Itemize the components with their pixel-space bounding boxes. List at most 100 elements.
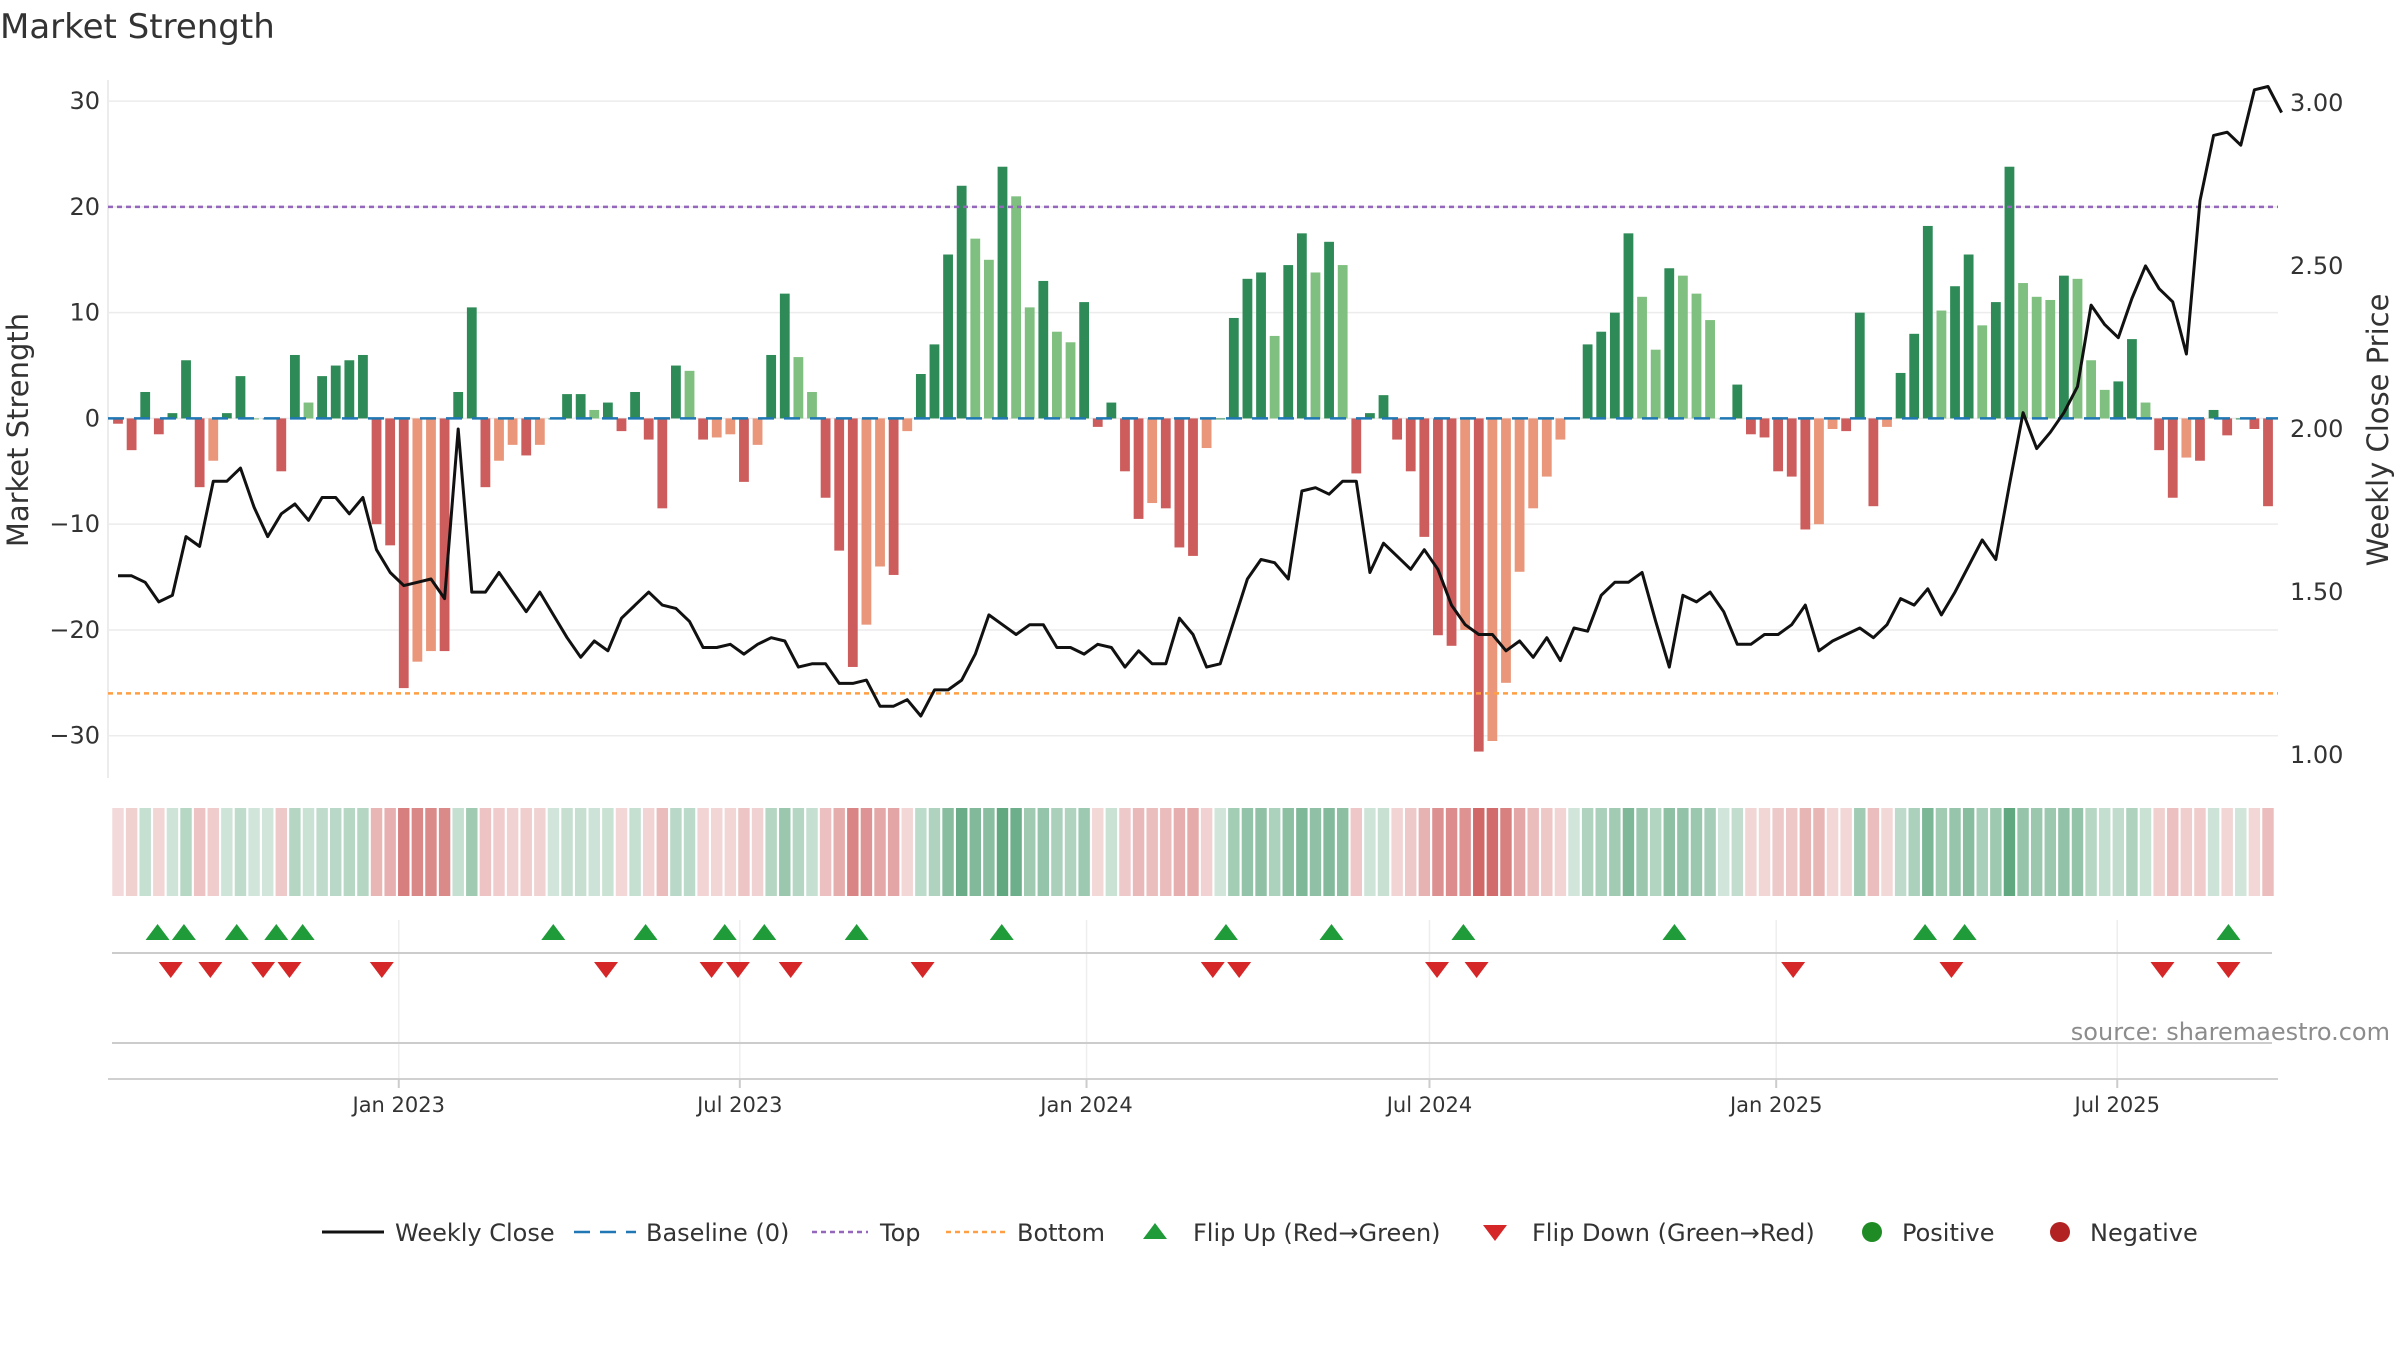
heat-cell: [479, 808, 492, 896]
strength-bar: [698, 418, 709, 440]
flip-up-marker: [844, 924, 869, 940]
heat-cell: [1745, 808, 1757, 896]
strength-bar: [1296, 233, 1307, 419]
heat-cell: [2235, 808, 2247, 896]
y-tick-left: 30: [69, 87, 100, 115]
heat-cell: [398, 808, 410, 896]
legend-label: Flip Down (Green→Red): [1532, 1219, 1815, 1247]
heat-cell: [289, 808, 301, 896]
heat-cell: [1881, 808, 1893, 896]
heat-cell: [1336, 808, 1349, 896]
strength-bar: [1950, 286, 1960, 419]
heat-cell: [2248, 808, 2261, 896]
strength-bar: [589, 409, 600, 419]
strength-bar: [2045, 299, 2056, 419]
heat-cell: [2207, 808, 2220, 896]
heat-cell: [792, 808, 805, 896]
heat-cell: [683, 808, 696, 896]
strength-bar: [1895, 372, 1906, 419]
heat-cell: [1228, 808, 1240, 896]
heat-cell: [1595, 808, 1607, 896]
strength-bar: [1228, 317, 1239, 419]
legend-swatch-triangle-up: [1143, 1223, 1167, 1239]
strength-bar: [194, 418, 205, 488]
flip-down-marker: [910, 962, 935, 978]
strength-bar: [1351, 418, 1362, 474]
heat-cell: [343, 808, 356, 896]
strength-bar: [752, 418, 763, 445]
heat-cell: [180, 808, 192, 896]
strength-bar: [602, 402, 613, 419]
strength-bar: [1582, 344, 1593, 419]
flip-down-marker: [1939, 962, 1964, 978]
strength-bar: [1405, 418, 1416, 472]
strength-bar: [1392, 418, 1403, 440]
strength-bar: [534, 418, 545, 445]
flip-up-marker: [1913, 924, 1938, 940]
heat-cell: [2003, 808, 2016, 896]
strength-bar: [1460, 418, 1471, 630]
strength-bar: [1052, 331, 1062, 419]
strength-bar: [276, 418, 287, 472]
strength-bar: [1814, 418, 1824, 525]
heat-cell: [615, 808, 628, 896]
heat-cell: [1473, 808, 1485, 896]
strength-bar: [290, 354, 300, 419]
heat-cell: [1990, 808, 2002, 896]
strength-bar: [2018, 283, 2028, 419]
flip-down-marker: [778, 962, 803, 978]
strength-bar: [2263, 418, 2273, 507]
x-tick-label: Jan 2023: [351, 1093, 446, 1117]
heat-cell: [1908, 808, 1920, 896]
strength-bar: [466, 307, 477, 419]
strength-bar: [1433, 418, 1443, 636]
strength-bar: [807, 391, 817, 419]
heat-cell: [1799, 808, 1812, 896]
strength-bar: [426, 418, 436, 652]
heat-cell: [384, 808, 396, 896]
strength-bar: [1882, 418, 1892, 427]
flip-down-marker: [369, 962, 394, 978]
legend-label: Weekly Close: [395, 1219, 555, 1247]
strength-bar: [1487, 418, 1498, 741]
heat-cell: [1064, 808, 1077, 896]
strength-bar: [2031, 296, 2042, 419]
strength-bar: [943, 254, 953, 419]
strength-bar: [521, 418, 532, 456]
heat-cell: [1813, 808, 1825, 896]
flip-up-marker: [2216, 924, 2241, 940]
heat-cell: [452, 808, 464, 896]
heat-cell: [588, 808, 600, 896]
strength-bar: [1800, 418, 1811, 530]
strength-bar: [1160, 418, 1171, 509]
strength-bars: [113, 166, 2273, 752]
strength-bar: [1909, 333, 1920, 419]
strength-bar: [1677, 275, 1688, 419]
heat-cell: [248, 808, 260, 896]
main-panel: 30 20 10 0 −10 −20 −30 3.00 2.50 2.00 1.50 1.00: [49, 80, 2343, 1079]
heat-cell: [711, 808, 723, 896]
heat-cell: [2221, 808, 2233, 896]
flip-down-marker: [2216, 962, 2241, 978]
heat-cell: [983, 808, 995, 896]
flip-down-marker: [594, 962, 619, 978]
strength-bar: [2249, 418, 2260, 429]
strength-bar: [1528, 418, 1539, 509]
heat-cell: [438, 808, 451, 896]
heat-cell: [1962, 808, 1975, 896]
heat-cell: [1105, 808, 1118, 896]
heat-cell: [1282, 808, 1294, 896]
heat-cell: [833, 808, 845, 896]
heat-cell: [1405, 808, 1417, 896]
heat-cell: [724, 808, 737, 896]
strength-bar: [1664, 268, 1675, 419]
strength-bar: [875, 418, 885, 567]
strength-bar: [330, 365, 341, 419]
flip-down-marker: [699, 962, 724, 978]
strength-bar: [1011, 196, 1021, 419]
heat-cell: [1867, 808, 1880, 896]
strength-bar: [2099, 389, 2110, 419]
heat-cell: [2153, 808, 2165, 896]
x-axis: Jan 2023 Jul 2023 Jan 2024 Jul 2024 Jan 2025…: [108, 1078, 2278, 1117]
heat-cell: [1092, 808, 1104, 896]
